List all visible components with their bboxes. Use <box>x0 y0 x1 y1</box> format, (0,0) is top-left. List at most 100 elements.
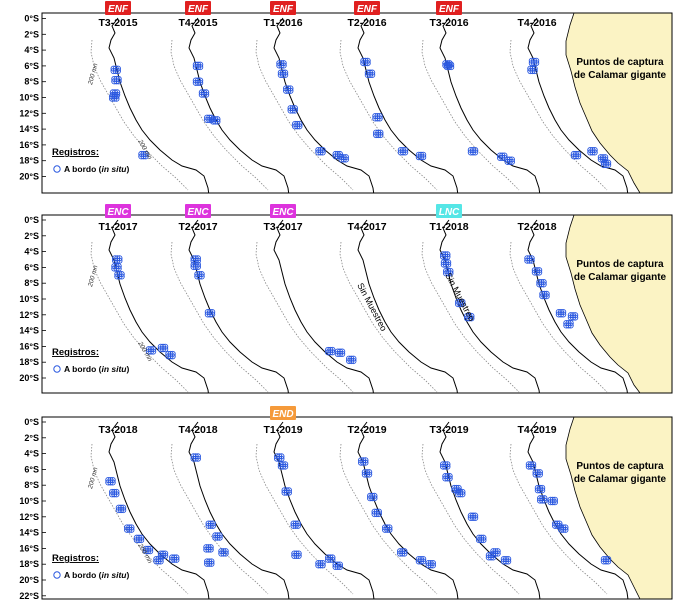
capture-point <box>190 263 197 271</box>
capture-point <box>366 495 374 502</box>
latitude-label: 4°S <box>24 45 39 55</box>
capture-point <box>203 116 211 124</box>
capture-point <box>168 556 176 563</box>
capture-point <box>159 552 167 559</box>
capture-point <box>192 64 199 71</box>
coastline <box>357 421 459 599</box>
isobath-200mn <box>339 241 438 393</box>
capture-point <box>364 60 371 67</box>
latitude-label: 10°S <box>19 294 39 304</box>
isobath-200mn <box>421 443 520 595</box>
isobath-label: 200 mn <box>87 466 100 490</box>
capture-point <box>440 261 447 268</box>
capture-point <box>364 71 371 79</box>
capture-point <box>536 281 543 288</box>
capture-point <box>478 537 485 544</box>
coastline <box>108 421 210 599</box>
capture-point <box>384 526 391 533</box>
capture-point <box>111 491 118 498</box>
capture-point <box>442 261 450 268</box>
latitude-label: 16°S <box>19 543 39 553</box>
capture-point <box>454 491 462 498</box>
capture-point <box>539 497 546 504</box>
quarter-label: T2-2019 <box>347 424 386 436</box>
capture-point <box>399 149 407 156</box>
event-badge-label: ENF <box>273 4 294 15</box>
capture-point <box>285 87 292 94</box>
latitude-label: 14°S <box>19 326 39 336</box>
capture-point <box>214 118 221 125</box>
latitude-label: 2°S <box>24 433 39 443</box>
latitude-label: 10°S <box>19 496 39 506</box>
capture-point <box>128 526 135 533</box>
capture-point <box>350 357 357 365</box>
capture-point <box>572 153 580 160</box>
capture-point <box>529 68 536 75</box>
capture-point <box>527 463 535 470</box>
capture-point <box>602 162 610 169</box>
capture-point <box>192 455 199 462</box>
capture-point <box>117 507 125 514</box>
capture-point <box>605 558 612 565</box>
isobath-200mn <box>90 443 189 595</box>
latitude-label: 20°S <box>19 373 39 383</box>
isobath-200mn <box>90 39 189 191</box>
isobath-label: 200 mn <box>87 62 100 86</box>
latitude-label: 14°S <box>19 124 39 134</box>
capture-points-layer <box>105 57 612 571</box>
quarter-label: T1-2018 <box>429 221 468 233</box>
capture-point <box>147 548 154 555</box>
capture-point <box>332 563 339 571</box>
capture-point <box>402 149 409 156</box>
capture-point <box>472 149 479 156</box>
capture-point <box>162 552 169 559</box>
capture-point <box>206 560 213 567</box>
event-badge-label: ENF <box>357 4 378 15</box>
capture-point <box>144 548 152 555</box>
capture-point <box>541 293 548 300</box>
capture-point <box>285 489 293 496</box>
capture-point <box>190 455 197 462</box>
capture-point <box>505 558 512 565</box>
isobath-200mn <box>421 241 520 393</box>
capture-point <box>212 534 219 541</box>
capture-point <box>198 91 205 98</box>
quarter-label: T4-2019 <box>517 424 556 436</box>
coastline <box>527 421 629 599</box>
capture-point <box>415 154 422 161</box>
event-badge-label: ENC <box>107 207 129 218</box>
quarter-label: T1-2016 <box>263 17 302 29</box>
capture-point <box>396 550 404 557</box>
isobath-layer <box>90 39 608 595</box>
capture-point <box>556 522 563 529</box>
land-area <box>565 12 673 194</box>
land-area <box>565 214 673 394</box>
capture-point <box>363 471 371 478</box>
latitude-label: 14°S <box>19 528 39 538</box>
coastline <box>273 219 374 393</box>
latitude-label: 6°S <box>24 464 39 474</box>
capture-point <box>206 116 213 124</box>
capture-point <box>112 68 119 75</box>
capture-point <box>429 562 437 569</box>
capture-point <box>485 554 492 561</box>
capture-point <box>567 322 574 329</box>
capture-point <box>209 118 217 125</box>
capture-point <box>162 346 169 353</box>
capture-point <box>198 273 205 280</box>
quarter-label: T3-2018 <box>98 424 137 436</box>
coastline <box>273 17 375 193</box>
coastline <box>439 421 541 599</box>
capture-point <box>376 115 383 122</box>
capture-point <box>145 348 152 355</box>
capture-point <box>113 95 120 102</box>
capture-point <box>293 552 300 559</box>
capture-point <box>165 353 172 360</box>
capture-point <box>445 270 452 277</box>
capture-point <box>600 558 607 565</box>
land-area <box>565 416 673 600</box>
coastline-layer <box>108 17 629 599</box>
capture-point <box>372 131 380 139</box>
capture-point <box>317 562 324 569</box>
latitude-label: 6°S <box>24 262 39 272</box>
